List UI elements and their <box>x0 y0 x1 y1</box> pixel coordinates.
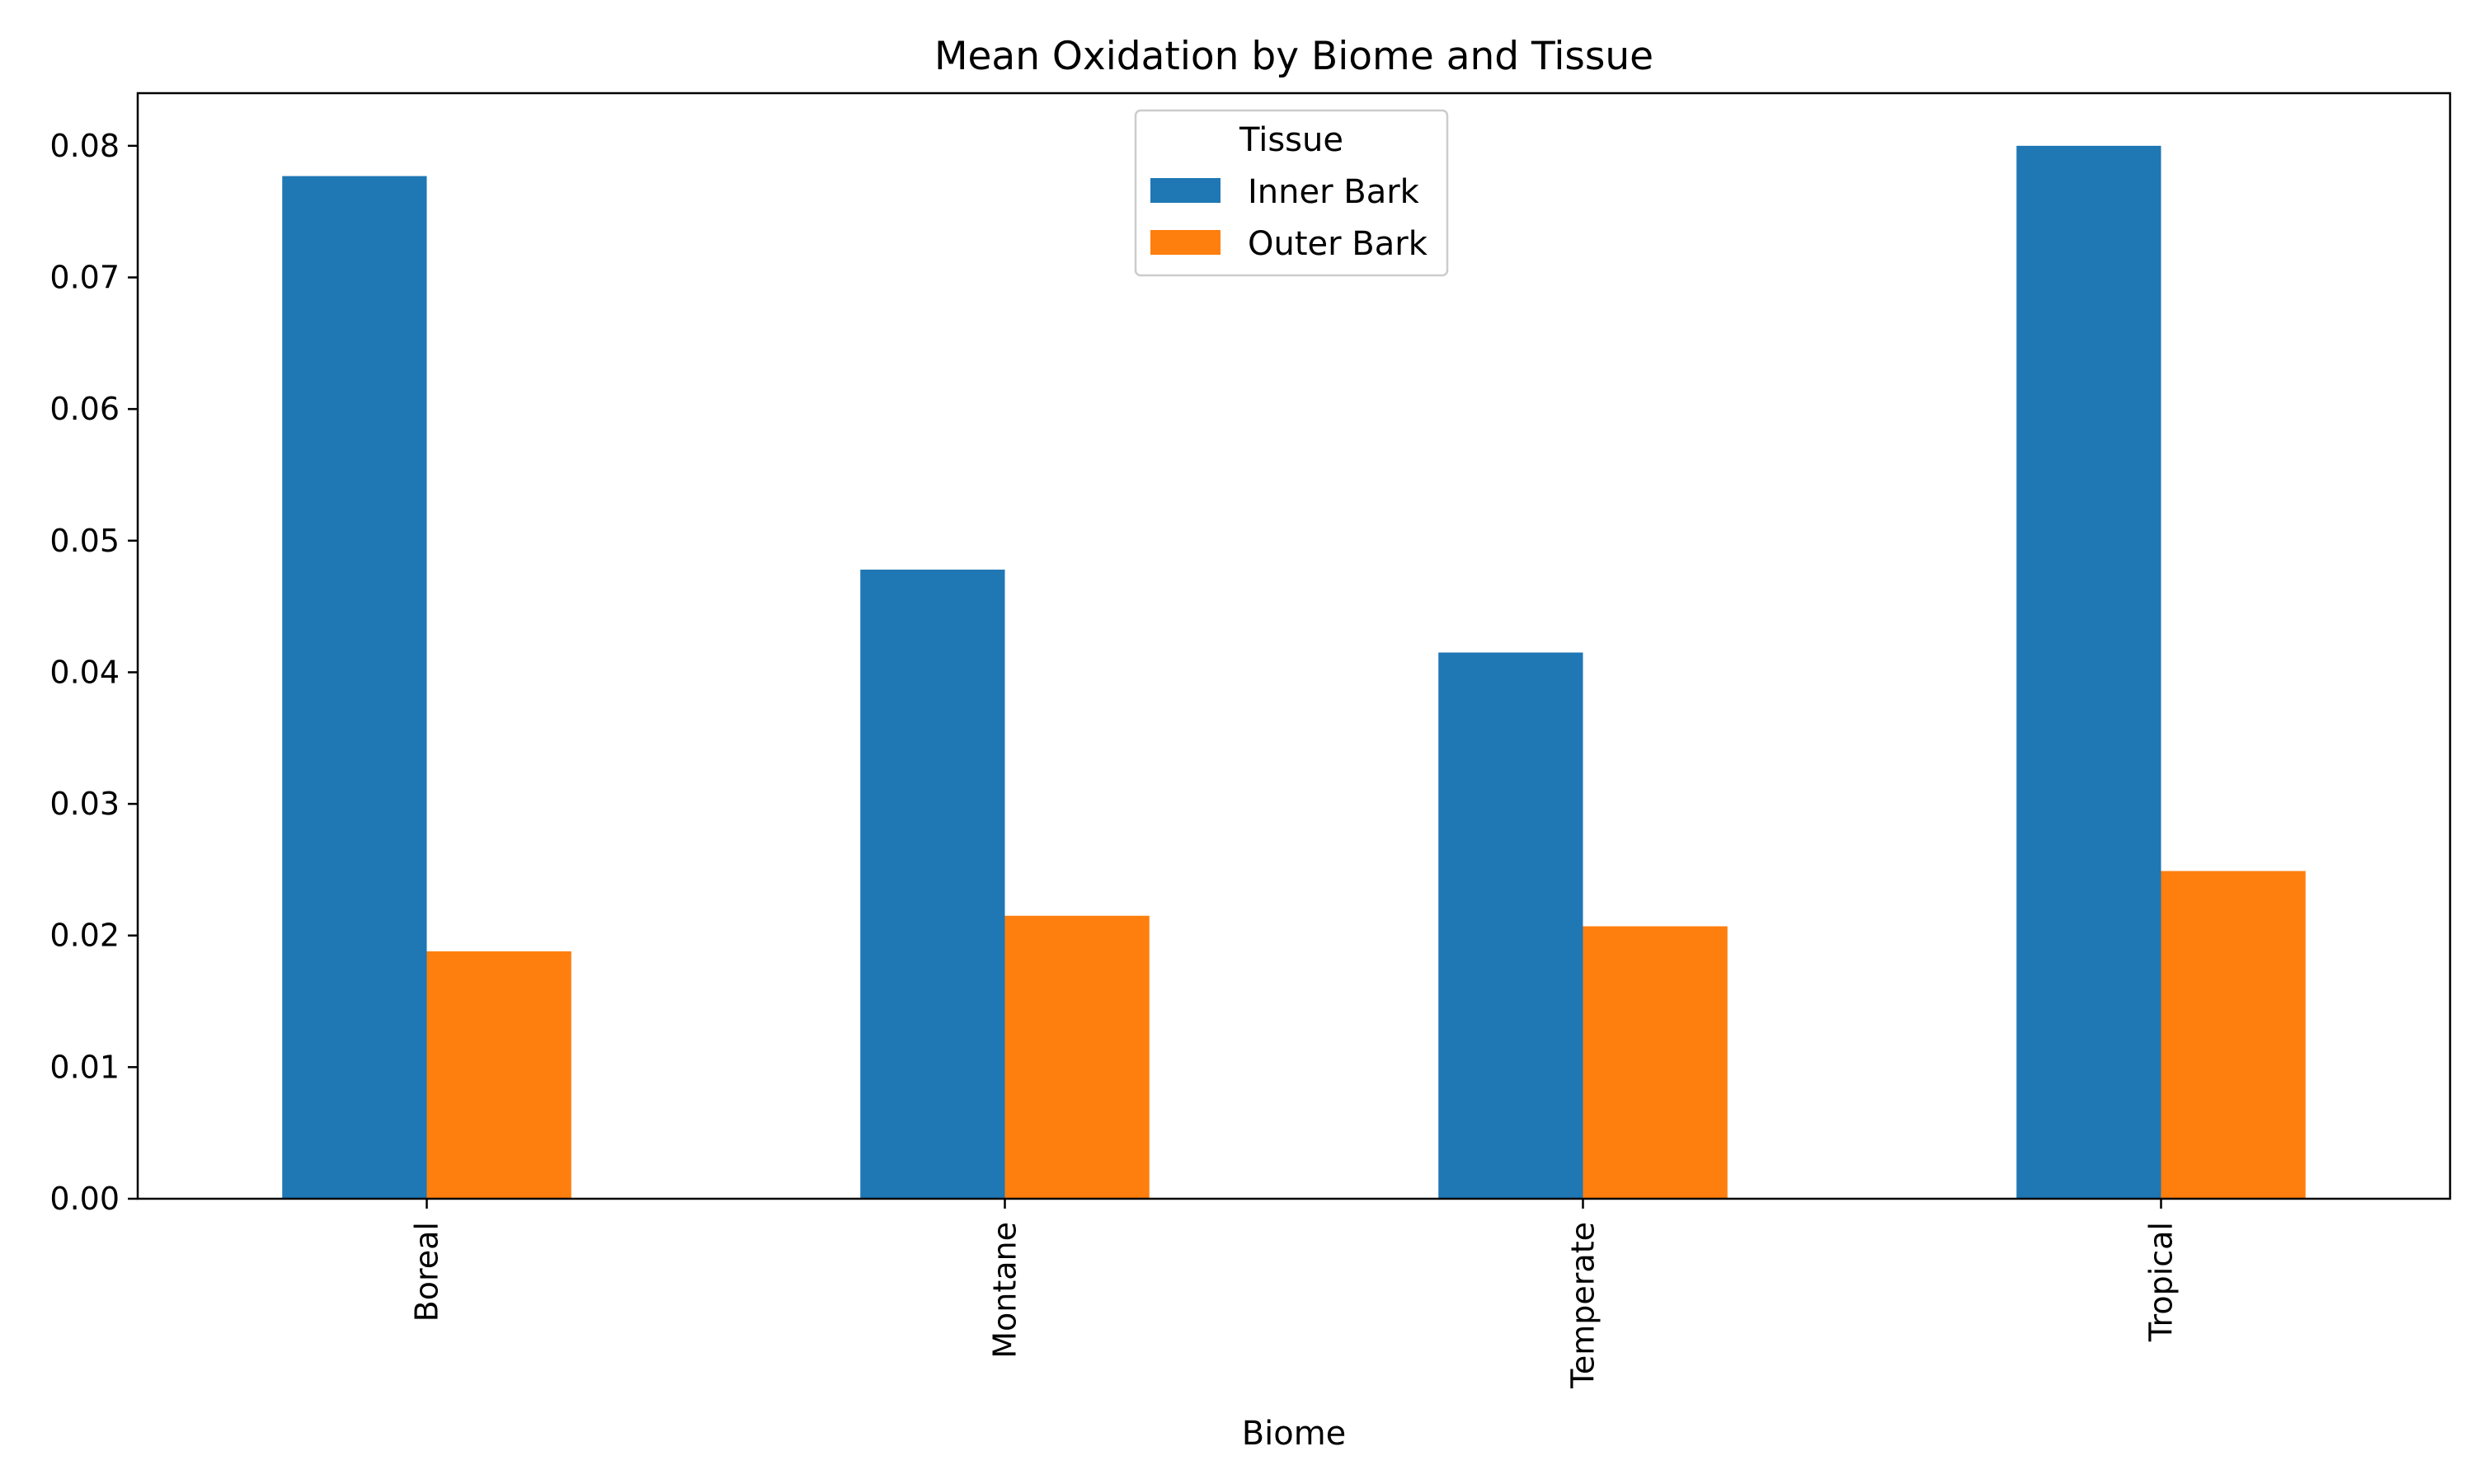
legend-title: Tissue <box>1239 121 1343 159</box>
y-tick-label: 0.04 <box>49 654 120 690</box>
legend: Tissue Inner Bark Outer Bark <box>1134 109 1449 277</box>
legend-swatch-inner-bark <box>1150 178 1221 203</box>
x-axis-label: Biome <box>1242 1415 1347 1453</box>
plot-frame <box>136 92 2452 1200</box>
legend-swatch-outer-bark <box>1150 230 1221 255</box>
x-tick-label-montane: Montane <box>987 1222 1023 1359</box>
x-tick-label-boreal: Boreal <box>409 1222 445 1322</box>
bar-outer-bark-tropical <box>2161 871 2306 1199</box>
bar-outer-bark-montane <box>1004 915 1150 1199</box>
x-axis: Boreal Montane Temperate Tropical <box>409 1199 2180 1389</box>
legend-label-outer-bark: Outer Bark <box>1248 225 1428 263</box>
y-tick-label: 0.01 <box>49 1049 120 1085</box>
bar-inner-bark-montane <box>860 569 1005 1199</box>
y-axis: 0.00 0.01 0.02 0.03 0.04 0.05 0.06 0.07 0.08 <box>49 128 138 1217</box>
y-tick-label: 0.06 <box>49 391 120 427</box>
y-tick-label: 0.07 <box>49 260 120 296</box>
legend-label-inner-bark: Inner Bark <box>1248 173 1420 211</box>
y-tick-label: 0.03 <box>49 786 120 822</box>
x-tick-label-temperate: Temperate <box>1565 1222 1602 1389</box>
y-tick-label: 0.00 <box>49 1181 120 1217</box>
x-tick-label-tropical: Tropical <box>2143 1222 2180 1342</box>
bar-outer-bark-temperate <box>1583 926 1728 1199</box>
bars-group <box>282 145 2306 1200</box>
y-tick-label: 0.08 <box>49 128 120 164</box>
bar-inner-bark-boreal <box>282 176 427 1200</box>
y-tick-label: 0.02 <box>49 918 120 954</box>
bar-inner-bark-tropical <box>2016 145 2161 1199</box>
chart-title: Mean Oxidation by Biome and Tissue <box>934 34 1653 79</box>
bar-outer-bark-boreal <box>426 951 571 1199</box>
y-tick-label: 0.05 <box>49 523 120 559</box>
bar-inner-bark-temperate <box>1438 652 1583 1199</box>
